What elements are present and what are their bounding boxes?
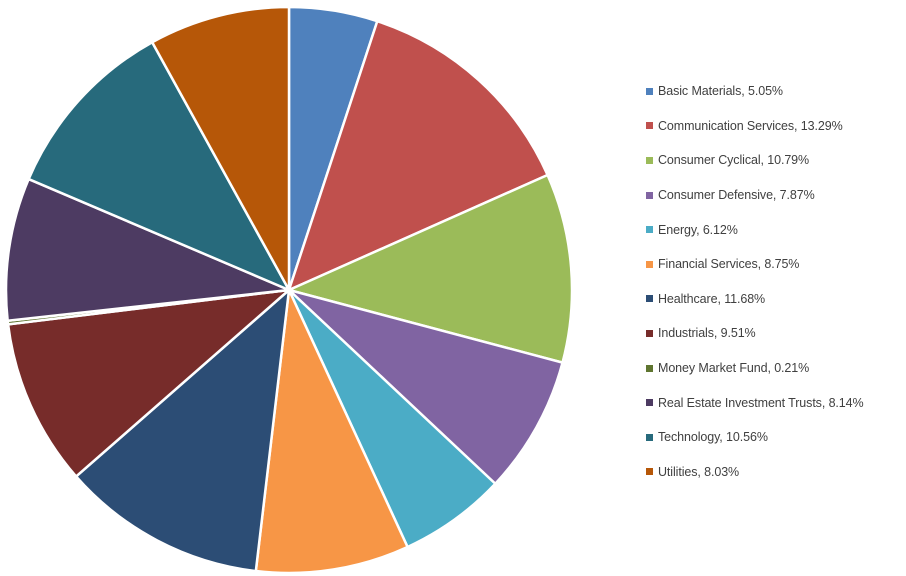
legend-item-consumer-defensive: Consumer Defensive, 7.87%: [646, 178, 864, 213]
pie-slice-consumer-defensive: [287, 288, 564, 485]
legend-label: Industrials, 9.51%: [658, 326, 756, 341]
legend-item-industrials: Industrials, 9.51%: [646, 316, 864, 351]
legend-label: Technology, 10.56%: [658, 430, 768, 445]
legend-label: Consumer Cyclical, 10.79%: [658, 153, 810, 168]
legend-label: Consumer Defensive, 7.87%: [658, 188, 815, 203]
legend-label: Basic Materials, 5.05%: [658, 84, 783, 99]
legend-label: Healthcare, 11.68%: [658, 291, 766, 306]
legend-swatch: [646, 226, 653, 234]
pie-slice-communication-services: [287, 19, 549, 292]
legend-item-consumer-cyclical: Consumer Cyclical, 10.79%: [646, 143, 864, 178]
pie-slice-utilities: [150, 5, 291, 292]
chart-legend: Basic Materials, 5.05% Communication Serv…: [646, 74, 864, 489]
legend-swatch: [646, 468, 653, 476]
legend-swatch: [646, 399, 653, 407]
legend-label: Energy, 6.12%: [658, 222, 738, 237]
legend-label: Communication Services, 13.29%: [658, 118, 843, 133]
legend-swatch: [646, 156, 653, 164]
legend-label: Financial Services, 8.75%: [658, 257, 800, 272]
legend-swatch: [646, 364, 653, 372]
legend-item-money-market-fund: Money Market Fund, 0.21%: [646, 351, 864, 386]
legend-item-utilities: Utilities, 8.03%: [646, 455, 864, 490]
legend-item-financial-services: Financial Services, 8.75%: [646, 247, 864, 282]
legend-swatch: [646, 295, 653, 303]
pie-slice-consumer-cyclical: [287, 173, 574, 364]
legend-item-communication-services: Communication Services, 13.29%: [646, 109, 864, 144]
legend-swatch: [646, 433, 653, 441]
legend-swatch: [646, 122, 653, 130]
legend-item-technology: Technology, 10.56%: [646, 420, 864, 455]
legend-item-real-estate-investment-trusts: Real Estate Investment Trusts, 8.14%: [646, 385, 864, 420]
legend-label: Money Market Fund, 0.21%: [658, 361, 810, 376]
pie-slices: [4, 5, 574, 575]
legend-item-basic-materials: Basic Materials, 5.05%: [646, 74, 864, 109]
legend-label: Utilities, 8.03%: [658, 464, 740, 479]
legend-swatch: [646, 87, 653, 95]
pie-slice-technology: [27, 41, 291, 292]
legend-label: Real Estate Investment Trusts, 8.14%: [658, 395, 864, 410]
pie-slice-real-estate-investment-trusts: [4, 177, 291, 322]
legend-item-energy: Energy, 6.12%: [646, 212, 864, 247]
pie-slice-financial-services: [254, 288, 409, 575]
legend-swatch: [646, 260, 653, 268]
pie-slice-healthcare: [74, 288, 291, 573]
pie-slice-industrials: [6, 288, 291, 478]
legend-swatch: [646, 191, 653, 199]
legend-item-healthcare: Healthcare, 11.68%: [646, 282, 864, 317]
legend-swatch: [646, 329, 653, 337]
